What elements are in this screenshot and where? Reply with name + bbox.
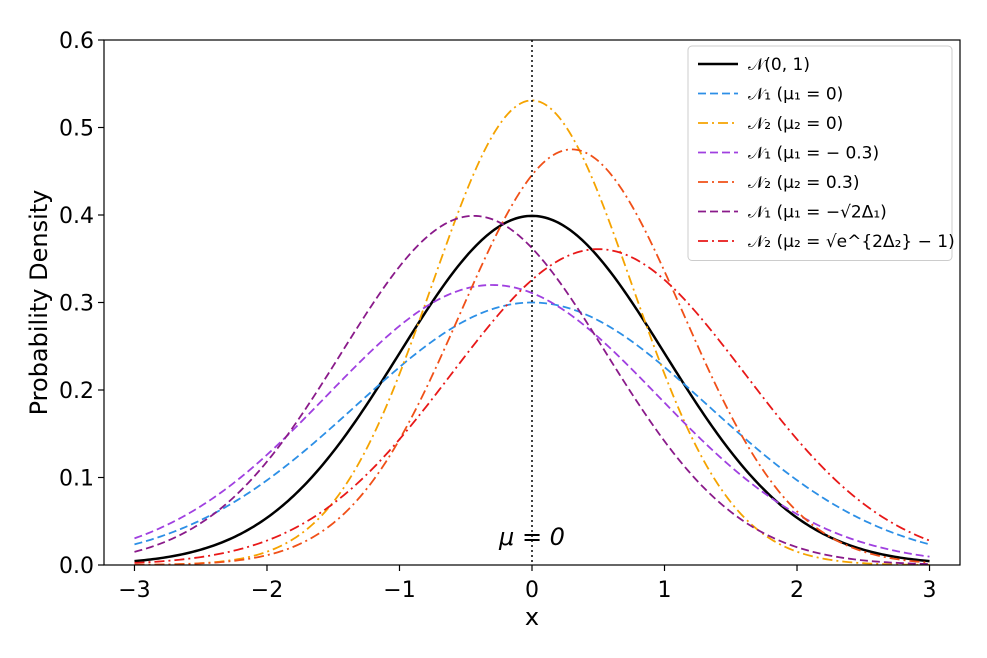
axis-ticks: −3 −2 −1 0 1 2 3 0.0 0.1 0.2 0.3 0.4 0.5 0.6: [59, 29, 937, 603]
x-tick-label: −2: [251, 578, 283, 603]
legend-entry: 𝒩(0, 1): [698, 55, 810, 75]
series-line-5: [134, 148, 930, 565]
x-tick-label: 0: [525, 578, 539, 603]
legend-entry: 𝒩₂ (μ₂ = √e^{2Δ₂} − 1): [698, 232, 955, 252]
legend-label: 𝒩₁ (μ₁ = − 0.3): [748, 144, 879, 164]
series-curves: [134, 40, 930, 565]
mu-annotation: μ = 0: [498, 523, 565, 551]
legend-entry: 𝒩₁ (μ₁ = −√2Δ₁): [698, 203, 887, 223]
legend-label: 𝒩₂ (μ₂ = √e^{2Δ₂} − 1): [748, 232, 955, 252]
legend-entry: 𝒩₁ (μ₁ = 0): [698, 85, 843, 105]
y-axis-label: Probability Density: [25, 190, 53, 416]
x-tick-label: −3: [118, 578, 150, 603]
legend-label: 𝒩₁ (μ₁ = 0): [748, 85, 843, 105]
legend-entry: 𝒩₂ (μ₂ = 0.3): [698, 173, 860, 193]
legend-label: 𝒩₂ (μ₂ = 0.3): [748, 173, 860, 193]
y-tick-label: 0.2: [59, 379, 94, 404]
legend-label: 𝒩₁ (μ₁ = −√2Δ₁): [748, 203, 887, 223]
x-tick-label: 2: [790, 578, 804, 603]
x-axis-label: x: [525, 603, 539, 631]
legend-frame: [687, 45, 953, 261]
series-line-6: [134, 214, 930, 565]
y-tick-label: 0.5: [59, 117, 94, 142]
series-line-4: [134, 284, 930, 558]
legend-label: 𝒩₂ (μ₂ = 0): [748, 114, 843, 134]
x-tick-label: −1: [383, 578, 415, 603]
x-tick-label: 3: [923, 578, 937, 603]
legend-label: 𝒩(0, 1): [748, 55, 810, 75]
y-tick-label: 0.3: [59, 292, 94, 317]
series-line-7: [134, 248, 930, 564]
y-tick-label: 0.4: [59, 204, 94, 229]
legend: 𝒩(0, 1) 𝒩₁ (μ₁ = 0) 𝒩₂ (μ₂ = 0) 𝒩₁ (μ₁ = − …: [687, 45, 955, 261]
legend-entry: 𝒩₂ (μ₂ = 0): [698, 114, 843, 134]
y-tick-label: 0.0: [59, 554, 94, 579]
y-tick-label: 0.6: [59, 29, 94, 54]
y-tick-label: 0.1: [59, 467, 94, 492]
legend-entry: 𝒩₁ (μ₁ = − 0.3): [698, 144, 879, 164]
x-tick-label: 1: [658, 578, 672, 603]
series-line-2: [134, 301, 930, 546]
